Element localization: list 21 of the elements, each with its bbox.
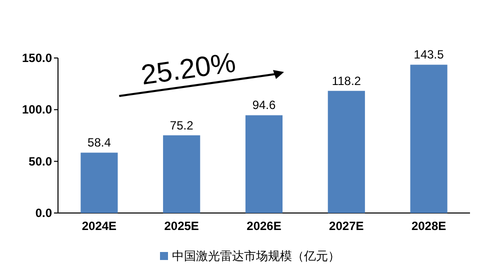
bar	[163, 135, 200, 213]
y-tick-label: 100.0	[22, 102, 52, 117]
x-tick-label: 2028E	[411, 219, 446, 233]
y-tick-label: 150.0	[22, 51, 52, 65]
x-tick-label: 2027E	[329, 219, 364, 233]
legend-label: 中国激光雷达市场规模（亿元）	[172, 249, 340, 263]
data-label: 75.2	[170, 118, 194, 132]
x-tick-label: 2026E	[246, 219, 282, 233]
bar	[245, 115, 283, 213]
data-label: 143.5	[414, 48, 444, 62]
y-tick-label: 0.0	[35, 206, 52, 220]
data-label: 58.4	[88, 136, 112, 150]
x-tick-label: 2025E	[164, 219, 199, 233]
bar	[328, 90, 365, 213]
x-tick-label: 2024E	[82, 219, 117, 233]
bar	[410, 64, 448, 213]
bar	[80, 152, 118, 213]
data-label: 94.6	[252, 98, 276, 112]
annotation: 25.20%	[139, 46, 238, 91]
data-label: 118.2	[332, 74, 362, 88]
y-tick-label: 50.0	[28, 154, 52, 168]
